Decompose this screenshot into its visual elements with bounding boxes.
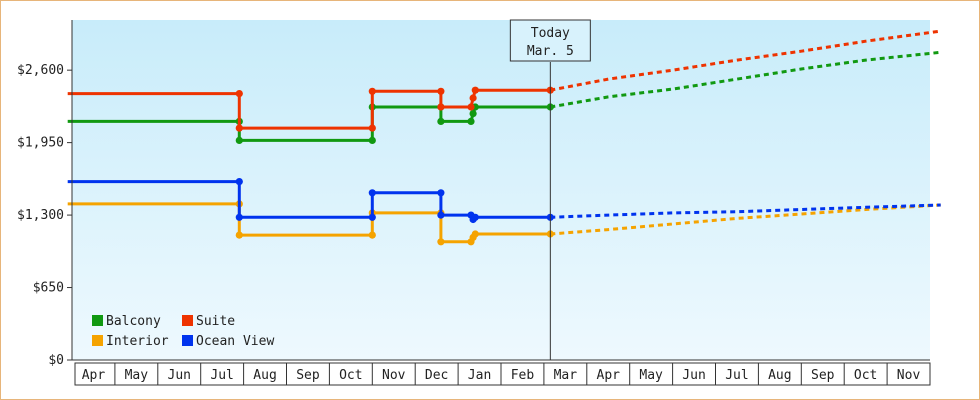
legend-item-interior: Interior [92, 334, 169, 349]
data-point [469, 94, 477, 102]
data-point [368, 213, 376, 221]
y-tick-label: $0 [48, 353, 64, 368]
x-tick-label: Dec [425, 368, 448, 383]
y-tick-label: $650 [33, 281, 64, 296]
series-line-forecast [550, 203, 941, 236]
y-tick-label: $1,950 [17, 136, 64, 151]
x-tick-label: Nov [897, 368, 921, 383]
legend-swatch [182, 335, 193, 346]
data-point [437, 189, 445, 197]
data-point [467, 103, 475, 111]
x-tick-label: Nov [382, 368, 406, 383]
x-tick-label: Sep [811, 368, 835, 383]
data-point [235, 178, 243, 186]
legend-item-suite: Suite [182, 314, 235, 329]
legend-label: Suite [196, 314, 235, 329]
y-tick-label: $1,300 [17, 208, 64, 223]
data-point [469, 110, 477, 118]
legend-label: Balcony [106, 314, 161, 329]
data-point [467, 117, 475, 125]
series-line-forecast [550, 29, 941, 92]
legend-item-balcony: Balcony [92, 314, 161, 329]
x-tick-label: Apr [597, 368, 621, 383]
data-point [235, 231, 243, 239]
legend-label: Interior [106, 334, 169, 349]
data-point [235, 124, 243, 132]
data-point [235, 213, 243, 221]
legend-label: Ocean View [196, 334, 274, 349]
data-point [368, 136, 376, 144]
data-point [437, 117, 445, 125]
legend: Balcony Suite Interior Ocean View [92, 314, 274, 349]
plot-background [72, 20, 930, 360]
legend-swatch [92, 315, 103, 326]
x-tick-label: Jun [168, 368, 191, 383]
today-label-line: Mar. 5 [527, 44, 574, 59]
data-point [235, 90, 243, 98]
data-point [368, 124, 376, 132]
x-tick-label: May [125, 368, 149, 383]
data-point [368, 87, 376, 95]
today-label-line: Today [531, 26, 570, 41]
data-point [437, 87, 445, 95]
x-tick-label: Oct [854, 368, 877, 383]
data-point [471, 86, 479, 94]
x-tick-label: Jan [468, 368, 491, 383]
x-tick-label: Mar [554, 368, 578, 383]
series-layer [67, 29, 941, 246]
data-point [471, 213, 479, 221]
month-strip [74, 362, 931, 386]
data-point [368, 231, 376, 239]
y-tick-label: $2,600 [17, 63, 64, 78]
x-tick-label: Aug [768, 368, 791, 383]
x-tick-label: Jul [210, 368, 233, 383]
today-callout-box [509, 19, 591, 62]
data-point [437, 103, 445, 111]
data-point [437, 211, 445, 219]
data-point [368, 189, 376, 197]
data-point [471, 230, 479, 238]
series-line-forecast [550, 203, 941, 219]
x-tick-label: Jul [725, 368, 748, 383]
x-tick-label: Oct [339, 368, 362, 383]
x-tick-label: Sep [296, 368, 320, 383]
data-point [437, 238, 445, 246]
x-tick-label: Jun [682, 368, 705, 383]
x-tick-label: Apr [82, 368, 106, 383]
axes: $0 $650 $1,300 $1,950 $2,600 Apr May Jun Jul Aug S… [17, 20, 931, 386]
x-tick-label: Feb [511, 368, 535, 383]
today-marker: Today Mar. 5 [509, 19, 591, 360]
x-tick-label: May [639, 368, 663, 383]
series-suite [67, 29, 941, 132]
series-ocean-view [67, 178, 941, 224]
data-point [235, 136, 243, 144]
x-tick-label: Aug [253, 368, 276, 383]
series-line-forecast [550, 50, 941, 109]
legend-swatch [182, 315, 193, 326]
legend-item-ocean-view: Ocean View [182, 334, 274, 349]
legend-swatch [92, 335, 103, 346]
